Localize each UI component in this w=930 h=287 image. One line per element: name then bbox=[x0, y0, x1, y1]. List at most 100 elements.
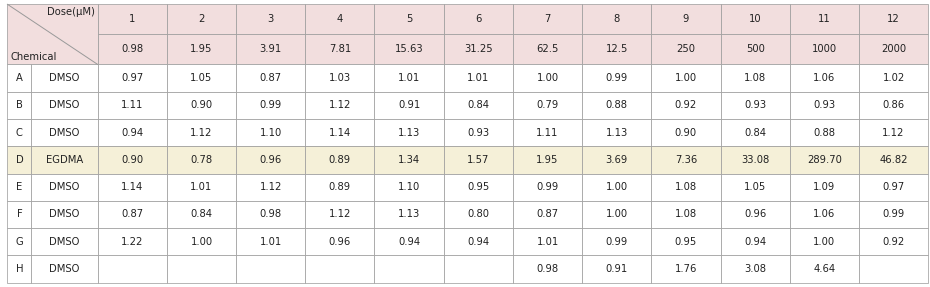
Bar bbox=[513, 4, 582, 34]
Bar bbox=[790, 92, 859, 119]
Bar bbox=[32, 119, 98, 146]
Bar bbox=[375, 174, 444, 201]
Text: 4.64: 4.64 bbox=[813, 264, 835, 274]
Text: 11: 11 bbox=[818, 14, 830, 24]
Bar bbox=[444, 255, 513, 283]
Text: 0.87: 0.87 bbox=[537, 210, 559, 220]
Text: G: G bbox=[16, 237, 23, 247]
Text: 6: 6 bbox=[475, 14, 482, 24]
Bar bbox=[444, 34, 513, 65]
Text: 0.97: 0.97 bbox=[121, 73, 143, 83]
Text: 0.95: 0.95 bbox=[467, 182, 489, 192]
Bar bbox=[444, 92, 513, 119]
Text: 0.84: 0.84 bbox=[191, 210, 212, 220]
Bar bbox=[721, 4, 790, 34]
Text: 1.03: 1.03 bbox=[329, 73, 351, 83]
Bar bbox=[375, 201, 444, 228]
Text: 1.00: 1.00 bbox=[605, 210, 628, 220]
Bar bbox=[513, 34, 582, 65]
Bar bbox=[859, 4, 928, 34]
Bar bbox=[859, 255, 928, 283]
Text: 3: 3 bbox=[268, 14, 273, 24]
Text: 4: 4 bbox=[337, 14, 343, 24]
Bar bbox=[7, 146, 32, 174]
Bar bbox=[236, 228, 305, 255]
Text: 12: 12 bbox=[887, 14, 900, 24]
Bar bbox=[236, 65, 305, 92]
Bar bbox=[651, 119, 721, 146]
Text: 0.94: 0.94 bbox=[121, 128, 143, 138]
Bar bbox=[582, 174, 651, 201]
Bar bbox=[444, 4, 513, 34]
Bar bbox=[305, 65, 375, 92]
Bar bbox=[444, 146, 513, 174]
Text: 3.08: 3.08 bbox=[744, 264, 766, 274]
Text: 1.06: 1.06 bbox=[813, 210, 835, 220]
Text: 0.89: 0.89 bbox=[329, 182, 351, 192]
Text: 2000: 2000 bbox=[881, 44, 906, 55]
Text: 1.76: 1.76 bbox=[675, 264, 698, 274]
Text: 15.63: 15.63 bbox=[394, 44, 423, 55]
Bar bbox=[651, 146, 721, 174]
Bar bbox=[582, 34, 651, 65]
Text: 0.96: 0.96 bbox=[329, 237, 351, 247]
Text: 0.89: 0.89 bbox=[329, 155, 351, 165]
Bar bbox=[721, 65, 790, 92]
Text: 0.97: 0.97 bbox=[883, 182, 905, 192]
Text: 0.92: 0.92 bbox=[675, 100, 698, 110]
Text: 1.95: 1.95 bbox=[537, 155, 559, 165]
Bar bbox=[721, 34, 790, 65]
Text: 7.36: 7.36 bbox=[675, 155, 698, 165]
Bar bbox=[32, 65, 98, 92]
Text: 8: 8 bbox=[614, 14, 619, 24]
Bar bbox=[7, 4, 98, 65]
Bar bbox=[236, 34, 305, 65]
Text: 1.00: 1.00 bbox=[675, 73, 697, 83]
Text: 3.69: 3.69 bbox=[605, 155, 628, 165]
Bar bbox=[790, 174, 859, 201]
Bar bbox=[236, 201, 305, 228]
Text: 5: 5 bbox=[405, 14, 412, 24]
Text: 0.95: 0.95 bbox=[675, 237, 698, 247]
Text: 1.12: 1.12 bbox=[328, 210, 352, 220]
Text: 0.86: 0.86 bbox=[883, 100, 905, 110]
Text: 0.84: 0.84 bbox=[467, 100, 489, 110]
Text: 1.95: 1.95 bbox=[191, 44, 213, 55]
Text: 1.00: 1.00 bbox=[537, 73, 559, 83]
Text: 0.90: 0.90 bbox=[121, 155, 143, 165]
Bar bbox=[790, 119, 859, 146]
Text: 1000: 1000 bbox=[812, 44, 837, 55]
Bar bbox=[236, 92, 305, 119]
Text: 0.90: 0.90 bbox=[675, 128, 697, 138]
Text: 0.91: 0.91 bbox=[398, 100, 420, 110]
Bar bbox=[375, 34, 444, 65]
Text: 1.08: 1.08 bbox=[744, 73, 766, 83]
Text: 1.01: 1.01 bbox=[259, 237, 282, 247]
Bar bbox=[236, 255, 305, 283]
Text: F: F bbox=[17, 210, 22, 220]
Text: 1.22: 1.22 bbox=[121, 237, 143, 247]
Text: C: C bbox=[16, 128, 23, 138]
Bar bbox=[7, 255, 32, 283]
Text: DMSO: DMSO bbox=[49, 128, 80, 138]
Text: 1.13: 1.13 bbox=[398, 210, 420, 220]
Bar bbox=[790, 4, 859, 34]
Bar bbox=[98, 92, 166, 119]
Text: 1.09: 1.09 bbox=[813, 182, 835, 192]
Bar bbox=[236, 4, 305, 34]
Bar bbox=[98, 228, 166, 255]
Text: Dose(μM): Dose(μM) bbox=[47, 7, 95, 17]
Bar bbox=[305, 119, 375, 146]
Bar bbox=[166, 92, 236, 119]
Text: 0.99: 0.99 bbox=[259, 100, 282, 110]
Text: 12.5: 12.5 bbox=[605, 44, 628, 55]
Bar bbox=[7, 65, 32, 92]
Text: 1.00: 1.00 bbox=[605, 182, 628, 192]
Text: 1.05: 1.05 bbox=[191, 73, 213, 83]
Text: H: H bbox=[16, 264, 23, 274]
Bar bbox=[582, 4, 651, 34]
Text: 0.98: 0.98 bbox=[121, 44, 143, 55]
Text: 289.70: 289.70 bbox=[807, 155, 842, 165]
Text: 0.98: 0.98 bbox=[537, 264, 559, 274]
Bar bbox=[651, 34, 721, 65]
